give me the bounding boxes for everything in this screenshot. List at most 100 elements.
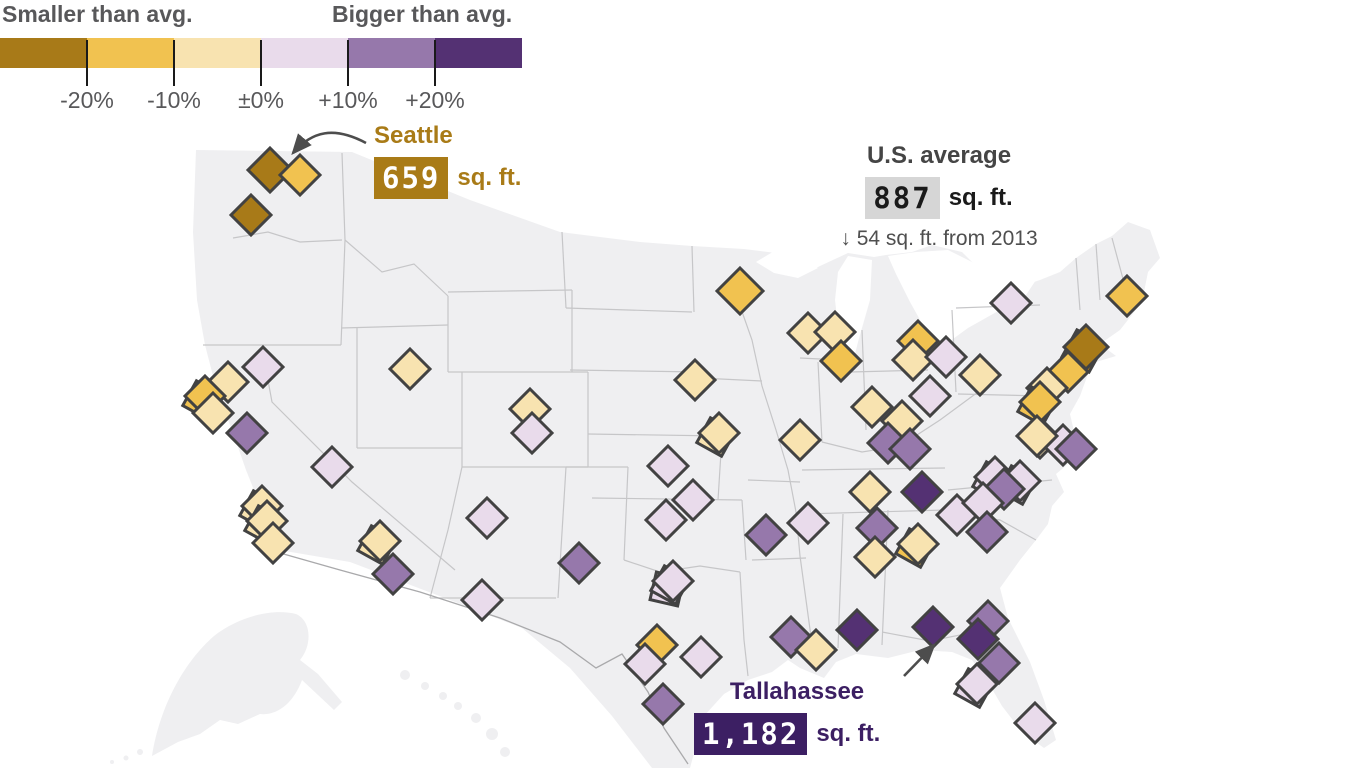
legend-color-scale	[0, 38, 522, 68]
city-diamond	[818, 338, 864, 384]
legend-swatch-1	[0, 38, 87, 68]
city-diamond	[964, 509, 1010, 555]
city-diamond	[887, 426, 933, 472]
hawaii-island	[439, 692, 447, 700]
city-diamond	[190, 390, 236, 436]
city-diamond	[509, 410, 555, 456]
state-border	[1075, 257, 1081, 311]
city-diamond	[643, 497, 689, 543]
city-diamond	[672, 357, 718, 403]
city-diamond	[847, 469, 893, 515]
hawaii-island	[421, 682, 429, 690]
state-border	[1095, 243, 1101, 301]
legend-tick-label: -20%	[60, 87, 114, 113]
city-diamond	[556, 540, 602, 586]
city-diamond	[988, 280, 1034, 326]
city-diamond	[696, 410, 742, 456]
state-border	[739, 571, 749, 677]
state-border	[569, 369, 701, 373]
lake-huron-erie-ontario	[888, 250, 1036, 344]
seattle-unit: sq. ft.	[457, 164, 522, 191]
aleutian-island	[123, 755, 129, 761]
seattle-arrow	[291, 131, 367, 155]
city-diamond	[645, 443, 691, 489]
legend-swatch-6	[435, 38, 522, 68]
seattle-value: 659	[374, 157, 449, 199]
city-diamond	[976, 640, 1022, 686]
state-border	[817, 361, 823, 443]
state-border	[741, 499, 747, 561]
city-diamond	[1104, 273, 1150, 319]
legend-swatch-4	[261, 38, 348, 68]
state-border	[565, 307, 693, 313]
city-diamond	[228, 192, 274, 238]
tallahassee-value: 1,182	[694, 713, 808, 755]
size-legend: Smaller than avg. Bigger than avg. -20% -…	[0, 0, 560, 120]
city-diamond	[793, 627, 839, 673]
legend-tick-label: +10%	[318, 87, 378, 113]
legend-tick-label: -10%	[147, 87, 201, 113]
tallahassee-city-label: Tallahassee	[729, 678, 865, 705]
us-average-value: 887	[865, 177, 940, 219]
city-diamond	[714, 265, 766, 317]
city-diamond	[1012, 700, 1058, 746]
lake-superior	[756, 250, 818, 278]
city-diamond	[250, 520, 296, 566]
seattle-callout: Seattle 659 sq. ft.	[374, 122, 521, 199]
city-diamond	[277, 152, 323, 198]
city-diamond	[670, 477, 716, 523]
hawaii-island	[400, 670, 410, 680]
legend-tick-label: +20%	[405, 87, 465, 113]
city-diamond	[622, 641, 668, 687]
state-border	[747, 479, 801, 483]
city-diamond	[245, 145, 295, 195]
city-diamond	[1053, 426, 1099, 472]
city-diamond	[743, 512, 789, 558]
city-diamond	[923, 334, 969, 380]
aleutian-island	[110, 760, 114, 764]
legend-tick	[260, 40, 262, 86]
city-diamond	[895, 521, 941, 567]
us-average-label: U.S. average	[866, 142, 1012, 169]
us-average-callout: U.S. average 887 sq. ft. ↓ 54 sq. ft. fr…	[826, 142, 1052, 251]
legend-swatch-3	[174, 38, 261, 68]
state-border	[739, 305, 813, 645]
seattle-city-label: Seattle	[374, 122, 453, 149]
state-border	[557, 466, 567, 599]
legend-smaller-label: Smaller than avg.	[2, 1, 193, 27]
state-border	[561, 231, 567, 309]
state-border	[340, 324, 449, 329]
legend-tick	[347, 40, 349, 86]
hawaii-island	[500, 747, 510, 757]
legend-tick	[173, 40, 175, 86]
state-border	[429, 466, 463, 599]
city-diamond	[1014, 413, 1060, 459]
legend-tick-label: ±0%	[238, 87, 284, 113]
state-border	[751, 557, 807, 561]
city-diamond	[777, 417, 823, 463]
tallahassee-unit: sq. ft.	[816, 720, 881, 747]
tallahassee-arrow	[903, 643, 936, 677]
us-average-unit: sq. ft.	[948, 184, 1013, 211]
us-average-change-note: ↓ 54 sq. ft. from 2013	[840, 227, 1038, 250]
legend-tick	[86, 40, 88, 86]
city-diamond	[834, 607, 880, 653]
city-diamond	[640, 681, 686, 727]
city-diamond	[309, 444, 355, 490]
state-border	[623, 466, 629, 561]
legend-bigger-label: Bigger than avg.	[332, 1, 513, 27]
state-border	[344, 239, 449, 297]
hawaii-island	[486, 728, 498, 740]
legend-tick	[434, 40, 436, 86]
tallahassee-callout: Tallahassee 1,182 sq. ft.	[694, 678, 900, 755]
city-diamond	[957, 352, 1003, 398]
hawaii-island	[471, 713, 481, 723]
city-diamond	[785, 500, 831, 546]
city-diamond	[370, 551, 416, 597]
city-diamond	[954, 661, 1000, 707]
aleutian-island	[137, 749, 143, 755]
state-border	[447, 289, 573, 293]
city-diamond	[650, 558, 696, 604]
